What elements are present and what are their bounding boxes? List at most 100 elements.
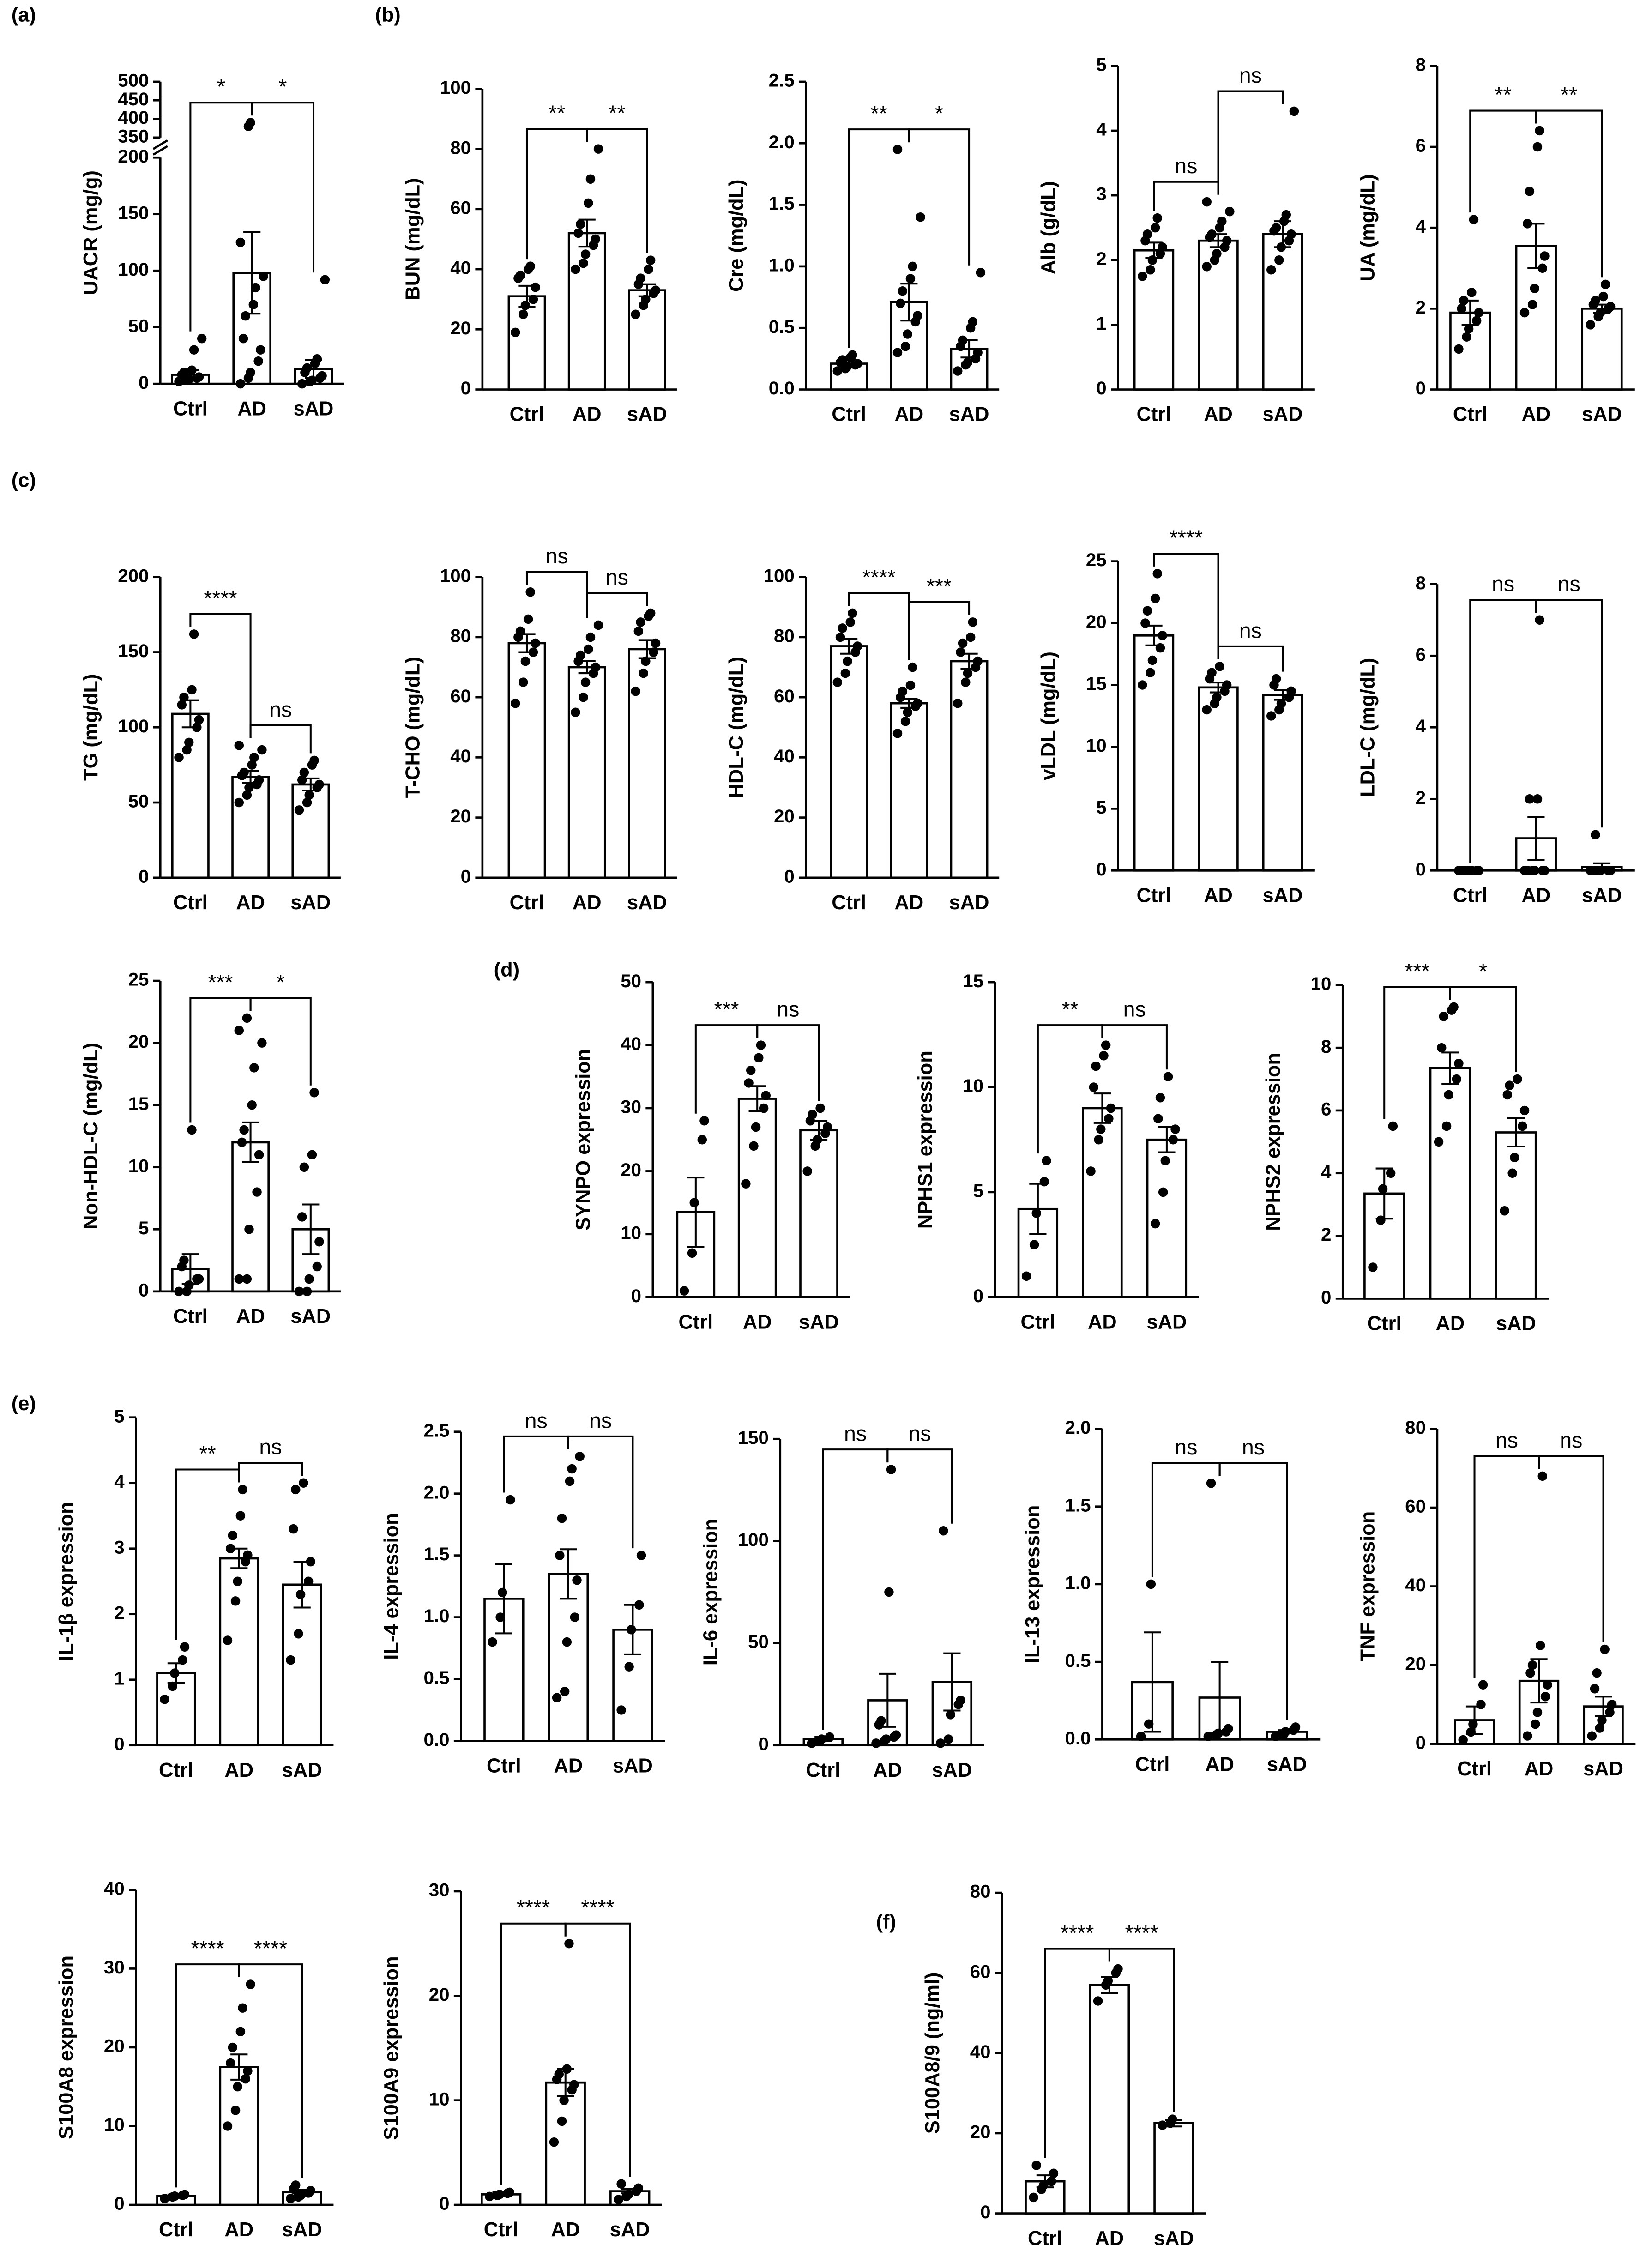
data-point bbox=[976, 267, 986, 278]
y-tick-label: 6 bbox=[1416, 644, 1426, 665]
y-tick-label: 350 bbox=[118, 126, 149, 146]
data-point bbox=[1146, 668, 1155, 677]
data-point bbox=[1531, 1719, 1540, 1729]
data-point bbox=[679, 1286, 689, 1296]
data-point bbox=[297, 775, 307, 785]
significance-label: ns bbox=[1175, 1435, 1197, 1459]
significance-bracket bbox=[756, 1024, 820, 1101]
data-point bbox=[249, 1063, 259, 1073]
y-tick-label: 1.0 bbox=[424, 1605, 450, 1626]
significance-label: ** bbox=[871, 102, 887, 126]
data-point bbox=[234, 797, 244, 808]
significance-label: ns bbox=[269, 697, 292, 721]
data-point bbox=[751, 1122, 761, 1132]
data-point bbox=[576, 650, 585, 660]
data-point bbox=[241, 311, 250, 321]
y-axis-label: Non-HDL-C (mg/dL) bbox=[80, 1043, 102, 1230]
data-point bbox=[233, 2082, 242, 2092]
y-tick-label: 200 bbox=[118, 565, 149, 586]
data-point bbox=[687, 1248, 697, 1258]
data-point bbox=[852, 641, 862, 651]
data-point bbox=[257, 1038, 267, 1048]
data-point bbox=[891, 1730, 901, 1740]
y-axis-label: UACR (mg/g) bbox=[80, 170, 102, 295]
data-point bbox=[1607, 1700, 1617, 1709]
x-tick-label: sAD bbox=[1147, 1311, 1187, 1333]
y-tick-label: 0 bbox=[139, 1280, 149, 1301]
data-point bbox=[1535, 1641, 1545, 1650]
data-point bbox=[554, 2069, 564, 2079]
y-axis-label: Cre (mg/dL) bbox=[725, 179, 748, 291]
data-point bbox=[1459, 296, 1469, 306]
significance-label: * bbox=[278, 75, 287, 99]
data-point bbox=[1289, 106, 1299, 116]
data-point bbox=[1049, 2168, 1059, 2179]
y-tick-label: 80 bbox=[970, 1881, 991, 1902]
data-point bbox=[1444, 1090, 1453, 1100]
data-point bbox=[1222, 235, 1232, 246]
data-point bbox=[520, 300, 531, 310]
data-point bbox=[759, 1103, 769, 1113]
data-point bbox=[1094, 1135, 1103, 1145]
significance-bracket bbox=[1217, 645, 1284, 672]
data-point bbox=[242, 790, 252, 800]
y-tick-label: 80 bbox=[1405, 1417, 1426, 1438]
y-axis-label: NPHS1 expression bbox=[914, 1050, 936, 1229]
data-point bbox=[591, 234, 601, 244]
y-tick-label: 2.0 bbox=[769, 132, 795, 152]
data-point bbox=[531, 282, 540, 292]
data-point bbox=[297, 1212, 307, 1222]
data-point bbox=[304, 790, 314, 800]
data-point bbox=[636, 617, 645, 627]
data-point bbox=[1505, 1080, 1514, 1090]
x-tick-label: AD bbox=[224, 2219, 253, 2241]
data-point bbox=[170, 2191, 180, 2201]
data-point bbox=[1452, 1074, 1462, 1084]
significance-label: ** bbox=[1561, 83, 1577, 107]
data-point bbox=[1170, 1124, 1180, 1134]
y-tick-label: 10 bbox=[128, 1155, 149, 1176]
data-point bbox=[1471, 316, 1482, 326]
data-point bbox=[559, 2095, 569, 2105]
data-point bbox=[1089, 1082, 1099, 1092]
bar bbox=[628, 648, 666, 879]
data-point bbox=[168, 1681, 177, 1691]
significance-bracket bbox=[1538, 1455, 1604, 1642]
data-point bbox=[1276, 242, 1286, 252]
data-point bbox=[228, 1531, 238, 1540]
data-point bbox=[1152, 569, 1163, 579]
data-point bbox=[1597, 1715, 1607, 1725]
data-point bbox=[299, 1478, 308, 1488]
data-point bbox=[515, 626, 525, 636]
x-tick-label: Ctrl bbox=[159, 1759, 193, 1781]
data-point bbox=[194, 1274, 204, 1284]
data-point bbox=[510, 698, 520, 708]
data-point bbox=[304, 1274, 314, 1284]
y-axis-label: UA (mg/dL) bbox=[1357, 174, 1379, 281]
data-point bbox=[1029, 1240, 1039, 1249]
data-point bbox=[835, 632, 845, 642]
y-tick-label: 20 bbox=[1405, 1654, 1426, 1674]
data-point bbox=[913, 311, 922, 320]
data-point bbox=[1150, 223, 1160, 233]
data-point bbox=[498, 1587, 507, 1598]
data-point bbox=[1137, 272, 1147, 281]
data-point bbox=[892, 145, 903, 154]
significance-bracket bbox=[1153, 181, 1219, 211]
data-point bbox=[754, 1053, 764, 1063]
x-tick-label: Ctrl bbox=[1453, 404, 1488, 426]
data-point bbox=[1225, 206, 1235, 217]
data-point bbox=[1523, 866, 1532, 875]
data-point bbox=[1474, 866, 1484, 875]
y-tick-label: 50 bbox=[128, 791, 149, 812]
data-point bbox=[908, 662, 917, 672]
y-axis-label: NPHS2 expression bbox=[1262, 1053, 1284, 1231]
y-tick-label: 40 bbox=[774, 746, 795, 766]
data-point bbox=[973, 348, 983, 357]
data-point bbox=[180, 2190, 190, 2200]
x-tick-label: Ctrl bbox=[832, 892, 866, 914]
data-point bbox=[961, 677, 971, 687]
data-point bbox=[237, 1137, 247, 1147]
data-point bbox=[633, 626, 644, 636]
data-point bbox=[528, 647, 538, 657]
